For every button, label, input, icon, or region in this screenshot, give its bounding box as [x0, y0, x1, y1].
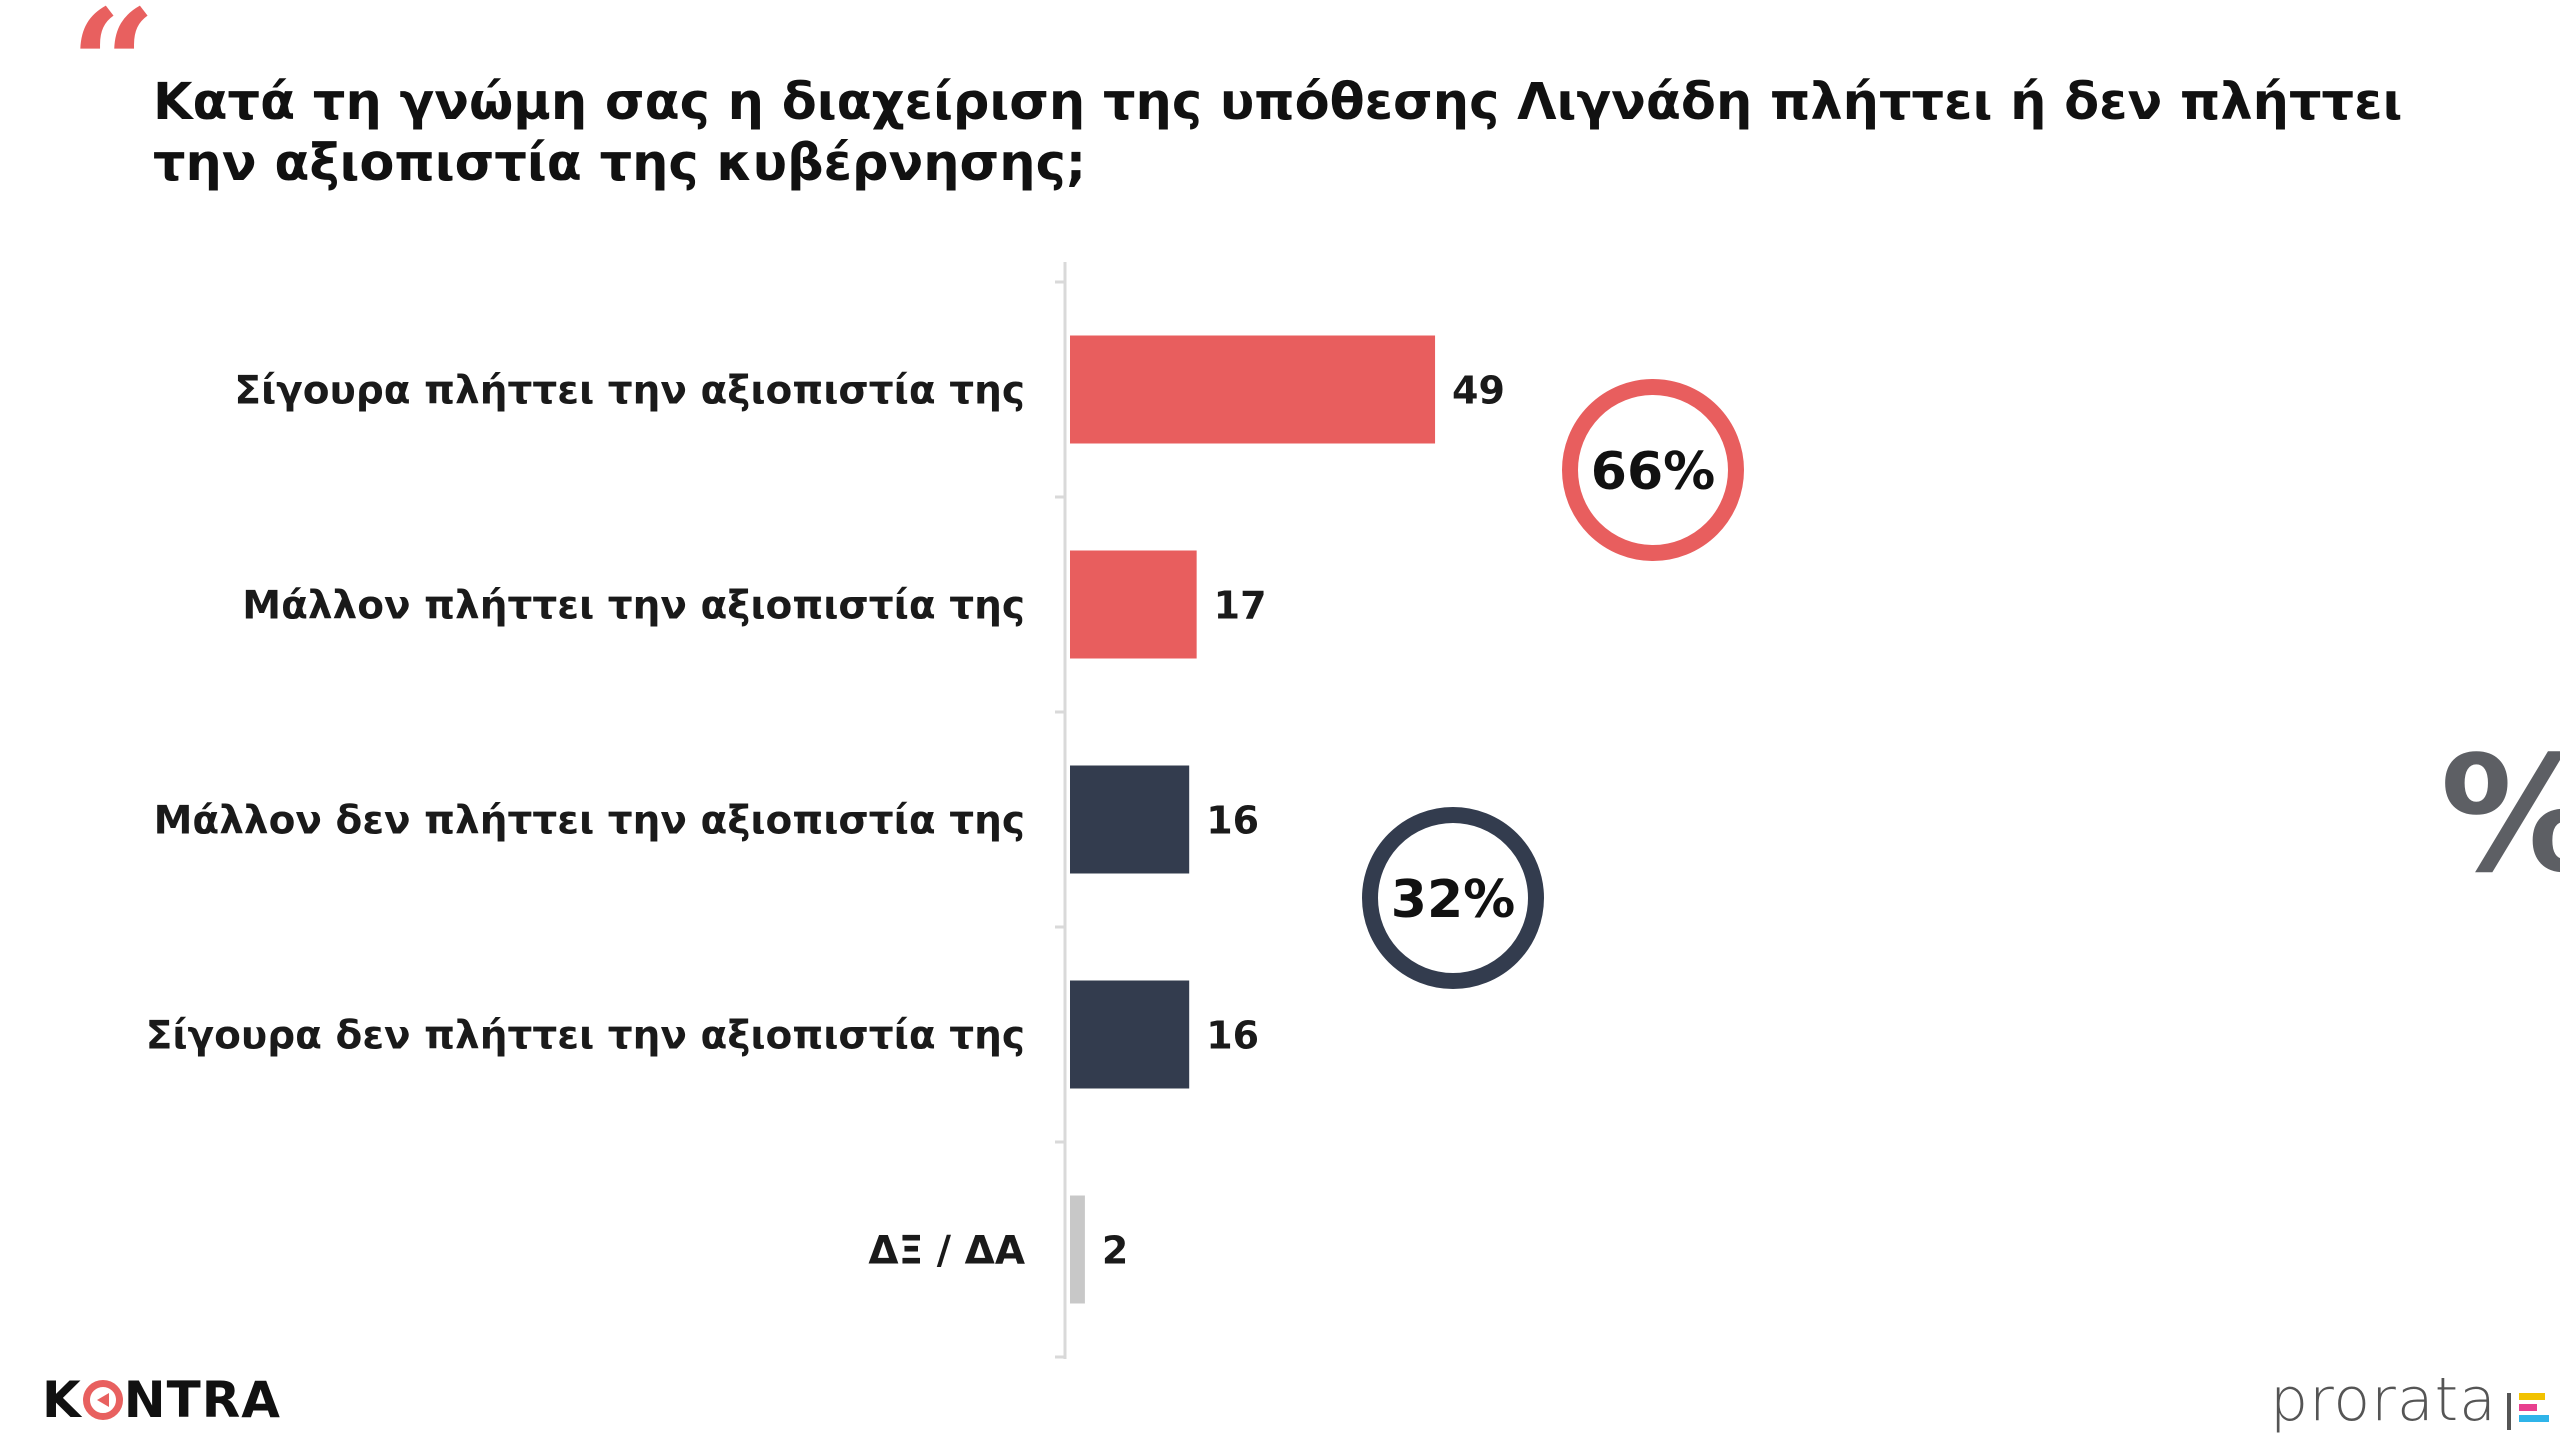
- category-label-1: Σίγουρα πλήττει την αξιοπιστία της: [234, 369, 1025, 414]
- prorata-bar-3: [2518, 1415, 2549, 1422]
- prorata-bar-1: [2518, 1393, 2545, 1400]
- kontra-logo-k: K: [42, 1371, 82, 1429]
- bar-5: [1070, 1195, 1085, 1304]
- prorata-logo-bars-icon: [2506, 1393, 2549, 1430]
- quote-mark-icon: “: [70, 0, 157, 153]
- category-label-2: Μάλλον πλήττει την αξιοπιστία της: [242, 584, 1025, 629]
- bar-2: [1070, 550, 1197, 659]
- page-title: Κατά τη γνώμη σας η διαχείριση της υπόθε…: [153, 73, 2403, 193]
- bar-4: [1070, 980, 1190, 1089]
- value-label-5: 2: [1102, 1229, 1128, 1273]
- kontra-logo: K NTRA: [42, 1370, 281, 1430]
- total-circle-label-2: 32%: [1391, 870, 1515, 930]
- kontra-logo-rest: NTRA: [123, 1371, 281, 1429]
- total-circle-1: [1562, 379, 1744, 561]
- prorata-logo-text: prorata: [2270, 1365, 2497, 1435]
- total-circle-2: [1362, 807, 1544, 989]
- category-label-4: Σίγουρα δεν πλήττει την αξιοπιστία της: [146, 1014, 1025, 1059]
- value-label-3: 16: [1206, 799, 1259, 843]
- prorata-logo: prorata: [2270, 1370, 2549, 1430]
- category-label-3: Μάλλον δεν πλήττει την αξιοπιστία της: [154, 799, 1025, 844]
- value-label-4: 16: [1206, 1014, 1259, 1058]
- percent-icon: %: [2440, 735, 2560, 895]
- prorata-bar-2: [2518, 1404, 2537, 1411]
- value-label-1: 49: [1452, 369, 1505, 413]
- bar-3: [1070, 765, 1190, 874]
- total-circle-label-1: 66%: [1591, 442, 1715, 502]
- kontra-logo-play-icon: [82, 1380, 123, 1420]
- bar-1: [1070, 335, 1436, 444]
- category-label-5: ΔΞ / ΔΑ: [868, 1229, 1025, 1274]
- value-label-2: 17: [1214, 584, 1267, 628]
